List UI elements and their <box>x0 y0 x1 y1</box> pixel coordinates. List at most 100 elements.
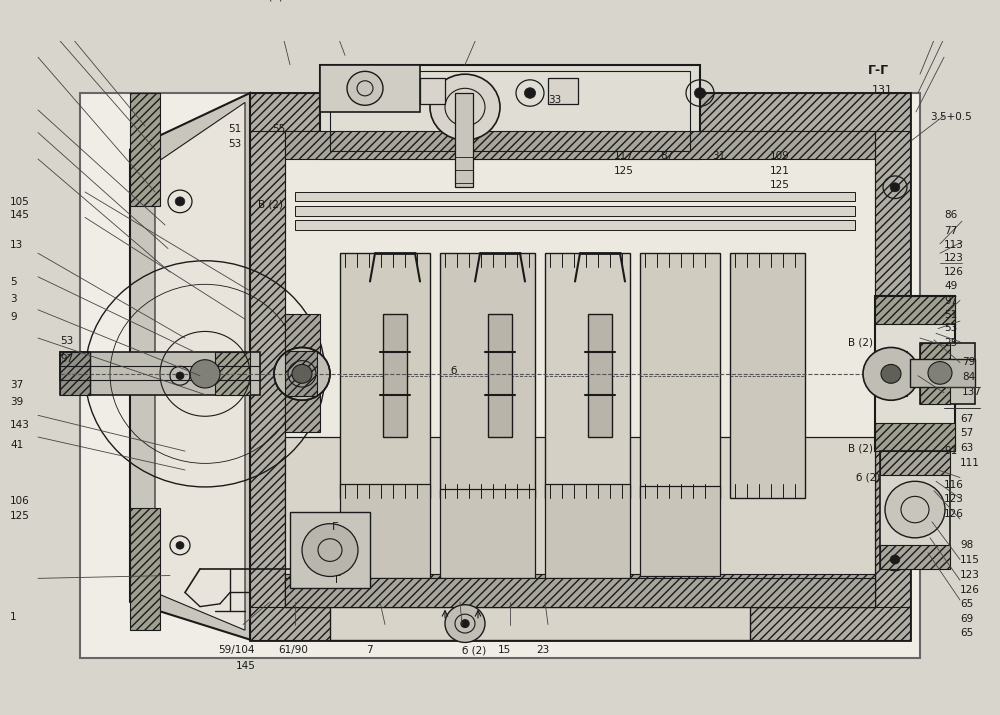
Circle shape <box>863 347 919 400</box>
Bar <box>250 93 910 131</box>
Bar <box>215 352 250 395</box>
Text: 87: 87 <box>660 151 673 161</box>
Circle shape <box>461 620 469 627</box>
Text: 113: 113 <box>944 240 964 250</box>
Text: 121: 121 <box>770 166 790 176</box>
Bar <box>330 606 750 640</box>
Text: 145: 145 <box>236 661 256 671</box>
Bar <box>455 93 473 187</box>
Circle shape <box>694 88 706 98</box>
Circle shape <box>881 365 901 383</box>
Bar <box>880 451 950 569</box>
Bar <box>730 253 805 498</box>
Bar <box>640 253 720 498</box>
Text: 39: 39 <box>10 397 23 407</box>
Text: 59/104: 59/104 <box>218 646 254 656</box>
Bar <box>285 131 875 606</box>
Text: Г: Г <box>335 576 341 586</box>
Bar <box>875 351 907 397</box>
Text: 5: 5 <box>10 277 17 287</box>
Bar <box>920 342 950 404</box>
Circle shape <box>190 360 220 388</box>
Circle shape <box>175 197 185 206</box>
Bar <box>588 315 612 437</box>
Bar <box>548 78 578 104</box>
Circle shape <box>292 365 312 383</box>
Text: 49: 49 <box>944 282 957 292</box>
Text: 13: 13 <box>10 240 23 250</box>
Bar <box>545 484 630 578</box>
Text: 63: 63 <box>960 443 973 453</box>
Polygon shape <box>155 102 245 630</box>
Circle shape <box>890 183 900 192</box>
Bar <box>383 315 407 437</box>
Text: 126: 126 <box>944 509 964 519</box>
Bar <box>285 578 875 606</box>
Text: 126: 126 <box>960 585 980 595</box>
Text: 109: 109 <box>770 151 790 161</box>
Text: 53: 53 <box>60 336 73 346</box>
Text: 131: 131 <box>872 84 893 94</box>
Text: 125: 125 <box>770 180 790 190</box>
Bar <box>285 131 875 159</box>
Text: 41: 41 <box>10 440 23 450</box>
Text: 123: 123 <box>944 494 964 504</box>
Bar <box>640 486 720 576</box>
Bar <box>250 93 910 640</box>
Text: 15: 15 <box>498 646 511 656</box>
Circle shape <box>459 102 471 113</box>
Text: 125: 125 <box>10 511 30 521</box>
Text: 67: 67 <box>960 413 973 423</box>
Circle shape <box>928 362 952 384</box>
Text: 123: 123 <box>944 253 964 263</box>
Bar <box>295 206 855 215</box>
Bar <box>130 93 160 206</box>
Text: 61/90: 61/90 <box>278 646 308 656</box>
Text: 65: 65 <box>960 599 973 608</box>
Text: б: б <box>450 366 456 376</box>
Text: 79: 79 <box>962 357 975 367</box>
Bar <box>340 484 430 578</box>
Text: 3.5+0.5: 3.5+0.5 <box>930 112 972 122</box>
Bar <box>320 65 700 159</box>
Bar <box>875 295 955 324</box>
Text: б (2): б (2) <box>462 646 486 656</box>
Bar <box>875 423 955 451</box>
Text: 51: 51 <box>228 124 241 134</box>
Text: 137: 137 <box>962 387 982 397</box>
Bar <box>488 315 512 437</box>
Circle shape <box>445 605 485 643</box>
Bar <box>920 342 975 404</box>
Text: 106: 106 <box>10 495 30 506</box>
Bar <box>440 253 535 498</box>
Text: 7: 7 <box>366 646 373 656</box>
Bar <box>295 192 855 202</box>
Text: В (2): В (2) <box>848 444 873 454</box>
Bar <box>250 93 285 640</box>
Circle shape <box>890 555 900 564</box>
Bar <box>880 451 950 475</box>
Text: 53: 53 <box>944 323 957 333</box>
Text: 3: 3 <box>10 294 17 304</box>
Text: 143: 143 <box>10 420 30 430</box>
Text: б (2): б (2) <box>856 473 880 483</box>
Bar <box>880 546 950 569</box>
Text: 9: 9 <box>10 312 17 322</box>
Text: 111: 111 <box>960 458 980 468</box>
Bar <box>285 315 320 433</box>
Text: В (2): В (2) <box>258 0 283 2</box>
Bar <box>80 93 920 659</box>
Text: 53: 53 <box>228 139 241 149</box>
Circle shape <box>430 74 500 140</box>
Text: Г-Г: Г-Г <box>868 64 889 77</box>
Bar <box>285 351 317 397</box>
Text: 84: 84 <box>962 372 975 382</box>
Text: 105: 105 <box>10 197 30 207</box>
Bar <box>285 573 875 606</box>
Text: 91: 91 <box>944 446 957 456</box>
Text: 1: 1 <box>10 612 17 622</box>
Circle shape <box>274 347 330 400</box>
Text: 77: 77 <box>944 226 957 236</box>
Bar <box>875 93 910 640</box>
Text: 116: 116 <box>944 480 964 490</box>
